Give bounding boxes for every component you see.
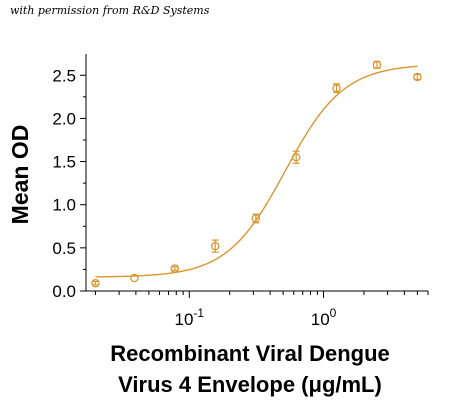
data-point [332, 83, 341, 94]
data-point [251, 213, 261, 224]
data-point [372, 60, 382, 70]
y-tick-label: 0.5 [52, 239, 76, 258]
y-tick-label: 2.0 [52, 109, 76, 128]
point-marker [291, 152, 301, 162]
y-tick-label: 0.0 [52, 282, 76, 301]
data-point [170, 264, 180, 273]
data-point [413, 72, 422, 82]
x-tick-label: 10-1 [175, 306, 205, 329]
fit-curve [95, 65, 418, 278]
point-marker [91, 278, 100, 288]
data-points [91, 60, 422, 288]
y-tick-label: 1.0 [52, 196, 76, 215]
point-marker [210, 241, 220, 251]
point-marker [170, 264, 180, 273]
x-tick-label: 100 [311, 306, 337, 329]
point-marker [332, 83, 341, 93]
x-axis-title-line1: Recombinant Viral Dengue [110, 341, 390, 366]
data-point [291, 150, 301, 164]
point-marker [372, 60, 382, 70]
axis-labels: 0.0 0.5 1.0 1.5 2.0 2.5 10-1 100 Mean OD Recombin… [7, 66, 390, 397]
y-axis-title: Mean OD [7, 125, 33, 225]
point-marker [130, 273, 139, 283]
credit-text: with permission from R&D Systems [10, 4, 210, 17]
data-point [130, 273, 139, 283]
axes [80, 54, 429, 298]
x-axis-title-line2: Virus 4 Envelope (μg/mL) [118, 372, 382, 397]
y-tick-label: 1.5 [52, 153, 76, 172]
y-tick-label: 2.5 [52, 66, 76, 85]
point-marker [251, 214, 261, 223]
data-point [91, 278, 100, 288]
data-point [210, 239, 220, 253]
point-marker [413, 72, 422, 82]
